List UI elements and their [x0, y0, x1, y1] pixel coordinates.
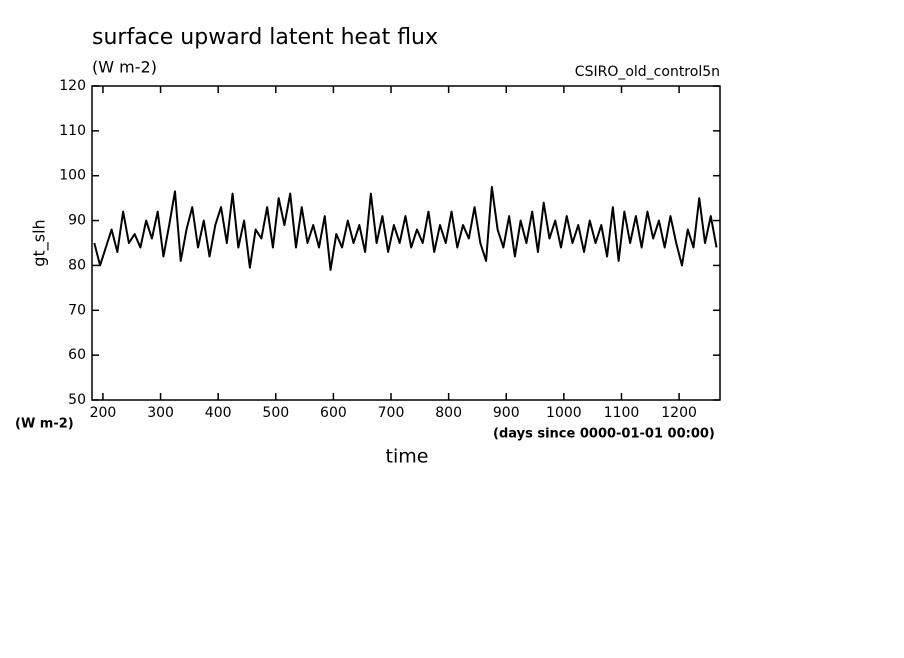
x-tick-label: 1100: [604, 405, 640, 421]
x-tick-label: 600: [320, 405, 347, 421]
x-tick-label: 800: [435, 405, 462, 421]
y-tick-label: 80: [68, 257, 86, 273]
x-tick-label: 1200: [661, 405, 697, 421]
chart-title: surface upward latent heat flux: [92, 25, 438, 50]
x-tick-label: 700: [378, 405, 405, 421]
x-tick-label: 200: [90, 405, 117, 421]
x-axis-label: time: [386, 446, 429, 468]
y-tick-label: 70: [68, 302, 86, 318]
y-tick-label: 120: [59, 78, 86, 94]
data-line: [93, 185, 718, 271]
run-label: CSIRO_old_control5n: [575, 64, 720, 80]
y-tick-label: 100: [59, 168, 86, 184]
x-tick-label: 300: [147, 405, 174, 421]
y-axis-label: gt_slh: [30, 219, 50, 266]
y-tick-label: 60: [68, 347, 86, 363]
plot-frame: [91, 85, 721, 401]
y-units: (W m-2): [15, 417, 74, 432]
y-tick-label: 90: [68, 213, 86, 229]
x-tick-label: 900: [493, 405, 520, 421]
x-units: (days since 0000-01-01 00:00): [493, 427, 715, 442]
x-tick-label: 500: [262, 405, 289, 421]
x-tick-label: 400: [205, 405, 232, 421]
x-tick-label: 1000: [546, 405, 582, 421]
y-tick-label: 110: [59, 123, 86, 139]
y-tick-label: 50: [68, 392, 86, 408]
chart-subtitle: (W m-2): [92, 58, 157, 77]
